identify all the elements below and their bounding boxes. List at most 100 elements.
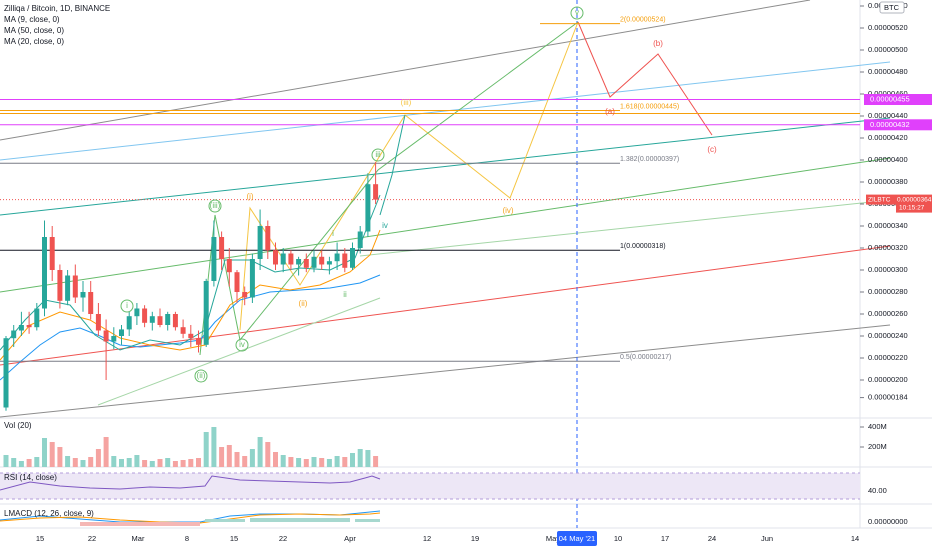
volume-bar [350, 453, 355, 467]
cursor-date-box [557, 531, 597, 546]
candle-body [334, 253, 340, 262]
channel-line [97, 297, 381, 406]
channel-line [0, 157, 891, 293]
volume-bar [342, 457, 348, 467]
price-tick-label: 0.00000320 [868, 243, 908, 252]
wave-label: (ii) [197, 371, 206, 380]
channel-line [0, 245, 891, 366]
wave-circle [194, 369, 208, 383]
volume-bar [242, 456, 248, 467]
volume-bar [319, 458, 325, 467]
volume-bar [49, 442, 55, 467]
volume-bar [165, 458, 171, 467]
time-tick-label: May [546, 534, 560, 543]
macd-histogram [80, 522, 200, 526]
candle-body [273, 250, 278, 265]
wave-label: (c) [707, 145, 717, 154]
candle-body [280, 253, 286, 265]
volume-bar [149, 461, 155, 467]
candle-body [188, 333, 194, 339]
currency-box [879, 1, 905, 14]
candle-body [18, 325, 24, 331]
candle-body [211, 237, 217, 281]
volume-bar [188, 459, 194, 467]
candle-body [65, 275, 71, 301]
time-tick-label: 22 [88, 534, 96, 543]
candle-body [42, 237, 47, 309]
time-tick-label: Mar [132, 534, 145, 543]
volume-bar [196, 458, 201, 467]
price-tick-label: 0.00000480 [868, 67, 908, 76]
candle-body [226, 259, 232, 273]
volume-bar [80, 460, 86, 467]
candle-body [350, 248, 355, 268]
wave-label: v [575, 8, 579, 17]
price-tick-label: 0.00000200 [868, 375, 908, 384]
candle-body [11, 330, 17, 339]
wave-label: (b) [653, 39, 663, 48]
candle-body [265, 226, 271, 251]
volume-bar [111, 456, 117, 467]
volume-bar [26, 459, 32, 467]
volume-bar [203, 432, 209, 467]
candle-body [326, 261, 332, 265]
candle-body [219, 237, 225, 259]
candle-body [126, 316, 132, 330]
candle-body [342, 253, 348, 268]
wave-label: (ii) [299, 299, 308, 308]
wave-circle [570, 6, 584, 20]
wave-label: ii [343, 290, 347, 299]
candle-body [34, 308, 40, 328]
volume-bar [280, 455, 286, 467]
price-tick-label: 0.00000440 [868, 111, 908, 120]
channel-line [0, 324, 891, 418]
volume-bar [249, 449, 255, 467]
candle-body [296, 259, 302, 265]
fib-label: 1.382(0.00000397) [620, 156, 679, 163]
volume-bar [18, 461, 24, 467]
volume-bar [257, 437, 263, 467]
price-tick-label: 0.00000520 [868, 23, 908, 32]
time-tick-label: 8 [185, 534, 189, 543]
volume-bar [326, 459, 332, 467]
candle-body [165, 314, 171, 325]
volume-bar [142, 460, 148, 467]
volume-bar [211, 427, 217, 467]
channel-line [359, 199, 891, 257]
volume-bar [3, 455, 9, 467]
macd-hist [205, 519, 245, 522]
macd-tick: 0.00000000 [868, 517, 908, 526]
time-tick-label: Jun [761, 534, 773, 543]
candle-body [172, 314, 178, 328]
time-tick-label: 19 [471, 534, 479, 543]
candle-body [149, 316, 155, 323]
price-tick-label: 0.00000300 [868, 265, 908, 274]
macd-hist [80, 522, 200, 526]
volume-bar [11, 458, 17, 467]
price-tick-label: 0.00000380 [868, 177, 908, 186]
indicator-label: MA (9, close, 0) [4, 15, 60, 24]
candle-body [203, 281, 209, 345]
price-tag-label: 0.00000364 [897, 196, 932, 203]
candle-body [319, 256, 325, 265]
volume-bar [334, 456, 340, 467]
wave-label: (a) [605, 107, 615, 116]
rsi-band [0, 473, 860, 499]
currency-label: BTC [884, 3, 900, 12]
candle-body [311, 256, 317, 268]
time-tick-label: 17 [661, 534, 669, 543]
wave-circle [120, 299, 134, 313]
candle-body [119, 329, 124, 336]
candle-body [303, 259, 309, 268]
candle-body [365, 184, 371, 232]
time-tick-label: 24 [708, 534, 716, 543]
price-tick-label: 0.00000500 [868, 45, 908, 54]
level-tag [864, 119, 932, 131]
price-tick-label: 0.00000340 [868, 221, 908, 230]
volume-bar [88, 457, 94, 467]
volume-bar [373, 456, 379, 467]
wave-label: (i) [246, 192, 253, 201]
volume-bar [180, 460, 186, 467]
